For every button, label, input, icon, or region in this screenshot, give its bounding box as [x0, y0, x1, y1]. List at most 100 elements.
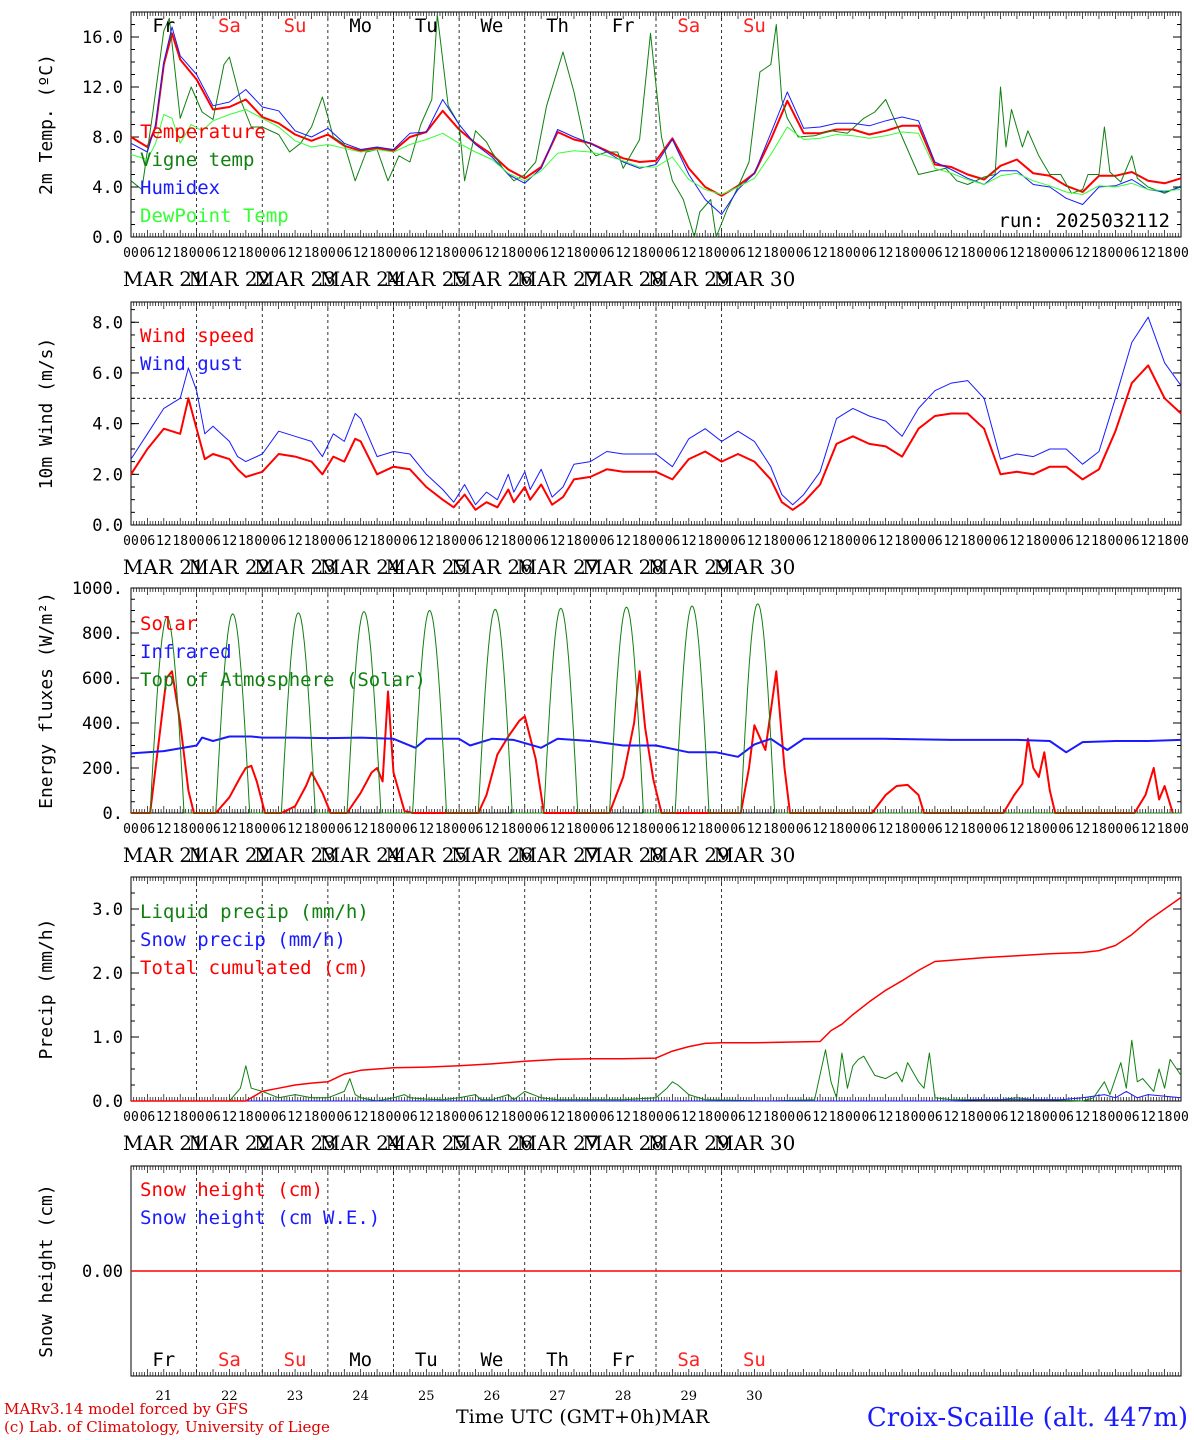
temp-hour-tick-label: 18: [172, 246, 188, 261]
wind-hour-tick-label: 06: [599, 534, 615, 549]
day-number-label: 23: [287, 1389, 304, 1404]
temp-hour-tick-label: 00: [583, 246, 599, 261]
snow-day-of-week-label: Tu: [415, 1349, 438, 1371]
temp-hour-tick-label: 00: [845, 246, 861, 261]
energy-y-tick-label: 0.: [103, 804, 123, 824]
wind-hour-tick-label: 00: [451, 534, 467, 549]
x-axis-label: Time UTC (GMT+0h): [456, 1406, 662, 1428]
temp-day-of-week-label: Fr: [152, 15, 175, 37]
wind-hour-tick-label: 12: [615, 534, 631, 549]
temp-hour-tick-label: 12: [1140, 246, 1156, 261]
precip-hour-tick-label: 18: [304, 1110, 320, 1125]
credit-line-1: MARv3.14 model forced by GFS: [4, 1400, 249, 1418]
temp-date-label: MAR 25: [385, 267, 467, 291]
precip-hour-tick-label: 12: [484, 1110, 500, 1125]
energy-legend-item: Top of Atmosphere (Solar): [140, 669, 426, 691]
wind-hour-tick-label: 18: [238, 534, 254, 549]
precip-hour-tick-label: 18: [566, 1110, 582, 1125]
energy-hour-tick-label: 06: [140, 822, 156, 837]
energy-hour-tick-label: 00: [1173, 822, 1189, 837]
temp-day-of-week-label: Sa: [677, 15, 700, 37]
temp-hour-tick-label: 18: [894, 246, 910, 261]
wind-hour-tick-label: 18: [829, 534, 845, 549]
precip-y-tick-label: 3.0: [92, 900, 123, 920]
wind-hour-tick-label: 12: [812, 534, 828, 549]
energy-hour-tick-label: 18: [172, 822, 188, 837]
wind-date-label: MAR 26: [451, 555, 533, 579]
energy-hour-tick-label: 06: [1058, 822, 1074, 837]
wind-y-tick-label: 0.0: [92, 516, 123, 536]
temp-hour-tick-label: 18: [566, 246, 582, 261]
energy-hour-tick-label: 12: [943, 822, 959, 837]
temp-day-of-week-label: Sa: [218, 15, 241, 37]
precip-date-label: MAR 28: [582, 1131, 664, 1155]
energy-y-tick-label: 1000.: [72, 579, 123, 599]
run-label: run: 2025032112: [998, 210, 1170, 232]
precip-hour-tick-label: 12: [1140, 1110, 1156, 1125]
energy-hour-tick-label: 12: [812, 822, 828, 837]
temp-date-label: MAR 27: [517, 267, 599, 291]
snow-legend-item: Snow height (cm W.E.): [140, 1207, 380, 1229]
precip-hour-tick-label: 00: [517, 1110, 533, 1125]
precip-hour-tick-label: 18: [1026, 1110, 1042, 1125]
precip-date-label: MAR 30: [714, 1131, 796, 1155]
precip-hour-tick-label: 12: [812, 1110, 828, 1125]
wind-hour-tick-label: 18: [1091, 534, 1107, 549]
temp-hour-tick-label: 06: [402, 246, 418, 261]
precip-legend-item: Snow precip (mm/h): [140, 929, 346, 951]
precip-y-tick-label: 1.0: [92, 1028, 123, 1048]
precip-hour-tick-label: 00: [254, 1110, 270, 1125]
wind-y-tick-label: 4.0: [92, 415, 123, 435]
wind-hour-tick-label: 18: [1026, 534, 1042, 549]
energy-legend-item: Infrared: [140, 641, 232, 663]
energy-date-label: MAR 25: [385, 843, 467, 867]
energy-hour-tick-label: 06: [993, 822, 1009, 837]
energy-hour-tick-label: 06: [468, 822, 484, 837]
energy-hour-tick-label: 00: [714, 822, 730, 837]
snow-day-of-week-label: Sa: [218, 1349, 241, 1371]
wind-date-label: MAR 24: [320, 555, 402, 579]
temp-hour-tick-label: 06: [336, 246, 352, 261]
energy-hour-tick-label: 18: [1157, 822, 1173, 837]
wind-hour-tick-label: 12: [1009, 534, 1025, 549]
precip-y-tick-label: 0.0: [92, 1092, 123, 1112]
precip-date-label: MAR 24: [320, 1131, 402, 1155]
precip-hour-tick-label: 12: [222, 1110, 238, 1125]
temp-hour-tick-label: 00: [386, 246, 402, 261]
temp-hour-tick-label: 06: [796, 246, 812, 261]
wind-date-label: MAR 28: [582, 555, 664, 579]
wind-hour-tick-label: 18: [304, 534, 320, 549]
energy-hour-tick-label: 00: [583, 822, 599, 837]
snow-day-of-week-label: Fr: [152, 1349, 175, 1371]
temp-hour-tick-label: 06: [993, 246, 1009, 261]
precip-hour-tick-label: 00: [1108, 1110, 1124, 1125]
temp-hour-tick-label: 00: [451, 246, 467, 261]
model-credit: MARv3.14 model forced by GFS (c) Lab. of…: [4, 1400, 330, 1436]
wind-y-tick-label: 8.0: [92, 313, 123, 333]
temp-hour-tick-label: 18: [435, 246, 451, 261]
precip-hour-tick-label: 00: [845, 1110, 861, 1125]
wind-hour-tick-label: 06: [1124, 534, 1140, 549]
snow-y-axis-label: Snow height (cm): [36, 1184, 57, 1357]
precip-hour-tick-label: 18: [829, 1110, 845, 1125]
wind-hour-tick-label: 12: [1075, 534, 1091, 549]
temp-day-of-week-label: Su: [284, 15, 307, 37]
wind-date-label: MAR 25: [385, 555, 467, 579]
precip-hour-tick-label: 00: [451, 1110, 467, 1125]
energy-hour-tick-label: 00: [189, 822, 205, 837]
temp-legend-item: Humidex: [140, 177, 220, 199]
wind-hour-tick-label: 00: [1108, 534, 1124, 549]
temp-hour-tick-label: 00: [976, 246, 992, 261]
wind-series-wind-gust: [130, 316, 1182, 506]
wind-hour-tick-label: 12: [156, 534, 172, 549]
temp-hour-tick-label: 00: [714, 246, 730, 261]
wind-hour-tick-label: 12: [1140, 534, 1156, 549]
energy-legend-item: Solar: [140, 613, 197, 635]
snow-day-of-week-label: Mo: [349, 1349, 372, 1371]
energy-hour-tick-label: 18: [763, 822, 779, 837]
precip-hour-tick-label: 06: [533, 1110, 549, 1125]
wind-date-label: MAR 30: [714, 555, 796, 579]
precip-hour-tick-label: 06: [1124, 1110, 1140, 1125]
energy-hour-tick-label: 06: [533, 822, 549, 837]
temp-day-of-week-label: Mo: [349, 15, 372, 37]
